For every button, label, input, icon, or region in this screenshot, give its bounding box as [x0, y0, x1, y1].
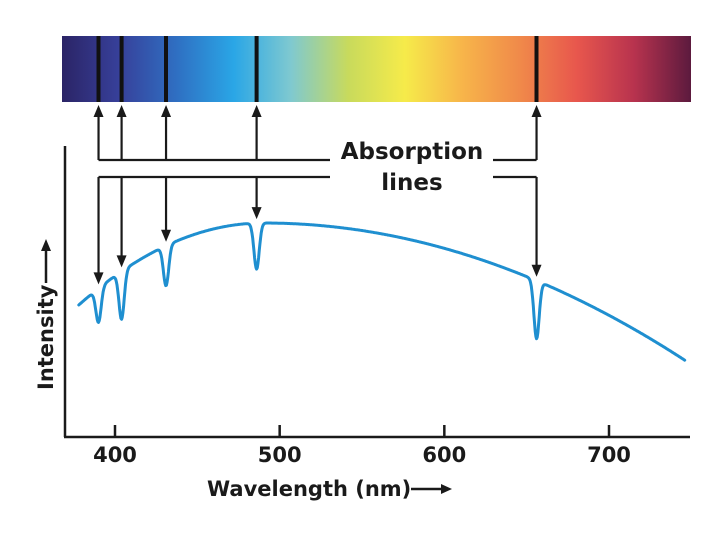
absorption-label-line1: Absorption: [341, 139, 484, 165]
absorption-label-line2: lines: [381, 170, 442, 196]
up-arrowhead-390: [93, 105, 104, 117]
visible-spectrum-band: [62, 36, 691, 102]
x-axis-arrowhead: [441, 484, 452, 494]
down-arrowhead-390: [93, 272, 104, 285]
x-tick-label-600: 600: [422, 443, 466, 467]
spectrum-line-390: [96, 36, 101, 102]
y-axis-label: Intensity: [34, 284, 58, 390]
spectrum-absorption-lines: [96, 36, 539, 102]
up-arrowhead-486: [251, 105, 262, 117]
down-arrowhead-656: [531, 264, 542, 277]
up-arrowhead-404: [116, 105, 127, 117]
down-arrowhead-404: [116, 255, 127, 268]
down-arrowhead-431: [161, 229, 172, 242]
x-axis-label: Wavelength (nm): [207, 477, 411, 501]
spectrum-line-431: [164, 36, 168, 102]
x-axis-ticks: 400 500 600 700: [93, 425, 631, 467]
absorption-connectors: [93, 105, 542, 285]
up-arrowhead-431: [161, 105, 172, 117]
x-tick-label-700: 700: [587, 443, 631, 467]
intensity-curve: [77, 221, 687, 362]
spectrum-line-656: [534, 36, 539, 102]
spectrum-line-486: [254, 36, 259, 102]
x-tick-label-500: 500: [258, 443, 302, 467]
spectrum-line-404: [119, 36, 124, 102]
y-axis-arrowhead: [41, 239, 51, 251]
down-arrowhead-486: [251, 207, 262, 220]
up-arrowhead-656: [531, 105, 542, 117]
x-tick-label-400: 400: [93, 443, 137, 467]
